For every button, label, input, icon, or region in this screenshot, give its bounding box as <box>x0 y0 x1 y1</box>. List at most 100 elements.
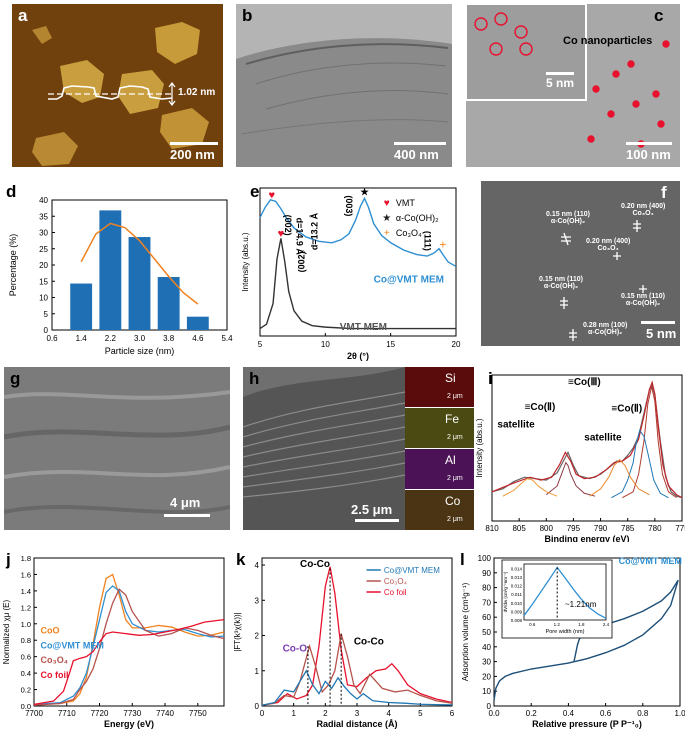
annotation-coco-mid: Co-Co <box>354 636 384 647</box>
bar <box>128 237 151 330</box>
x-tick-label: 795 <box>567 524 581 533</box>
legend-marker: ♥ <box>384 198 390 209</box>
panel-i-xps: i 810 805 800 795 790 785 780 775 ≡Co(Ⅲ) ≡Co(Ⅱ) ≡C… <box>474 367 685 542</box>
y-tick-label: 1.2 <box>21 603 31 612</box>
chart-d: 0 5 10 15 20 25 30 35 40 0.6 1.4 2.2 3.0 3.8 4.6 5.4 Par… <box>8 196 233 356</box>
inset-scale-bar-c <box>546 72 574 75</box>
x-tick-label: 0.6 <box>600 709 612 718</box>
eds-label-fe: Fe <box>445 412 460 426</box>
x-tick-label: 775 <box>675 524 685 533</box>
y-tick-label: 1.0 <box>21 620 31 629</box>
series-line <box>33 619 225 705</box>
height-label: 1.02 nm <box>178 87 216 98</box>
hrtem-annotation-4: 0.15 nm (110) α-Co(OH)₂ <box>539 276 583 290</box>
y-tick-label: 70 <box>482 598 491 607</box>
hrtem-annotation-6: 0.28 nm (100) α-Co(OH)₂ <box>583 322 628 336</box>
eds-scale-si: 2 μm <box>447 393 463 400</box>
y-tick-label: 80 <box>482 584 491 593</box>
inset-y-tick-label: 0.008 <box>511 618 523 623</box>
eds-scale-al: 2 μm <box>447 475 463 482</box>
y-tick-label: 2 <box>255 632 260 641</box>
panel-label-l: l <box>460 550 465 569</box>
x-tick-label: 3 <box>355 709 360 718</box>
sem-image-h <box>243 367 474 530</box>
co-nanoparticles-label: Co nanoparticles <box>563 35 653 47</box>
x-axis-label: Relative pressure (P P⁻¹₀) <box>532 719 642 729</box>
series-line <box>33 585 225 706</box>
inset-x-tick-label: 1.8 <box>578 622 585 627</box>
nanoparticle-marker <box>514 25 528 39</box>
inset-y-tick-label: 0.012 <box>511 584 523 589</box>
nanoparticle-marker <box>627 60 635 68</box>
nanoparticle-marker <box>587 135 595 143</box>
scale-label-f: 5 nm <box>646 326 677 341</box>
series-line <box>259 196 457 268</box>
inset-y-tick-label: 0.013 <box>511 575 523 580</box>
y-tick-label: 50 <box>482 628 491 637</box>
afm-image <box>12 4 223 167</box>
inset-y-tick-label: 0.014 <box>511 566 523 571</box>
annotation-co2b: ≡Co(Ⅱ) <box>611 404 642 415</box>
eds-label-al: Al <box>445 453 456 467</box>
annotation-d1: d=14.9 Å <box>295 218 305 256</box>
x-tick-label: 7730 <box>123 709 141 718</box>
x-axis-label: Binding energy (eV) <box>544 534 629 542</box>
x-tick-label: 20 <box>452 340 461 349</box>
legend-label: Co@VMT MEM <box>384 566 440 575</box>
nanoparticle-marker <box>474 17 488 31</box>
x-tick-label: 3.0 <box>134 334 146 343</box>
panel-k-exafs: k 0 1 2 3 4 0 1 2 3 4 5 6 Co@VMT MEM Co₃O₄ Co foil Co-C… <box>230 548 458 732</box>
annotation-002a: (002) <box>283 215 293 236</box>
nanoparticle-marker <box>607 110 615 118</box>
panel-f-hrtem: f 0.15 nm (110) α-Co(OH)₂ 0.20 nm (400) Co… <box>481 181 680 346</box>
y-axis-label: Percentage (%) <box>8 234 18 297</box>
panel-label-e: e <box>250 182 260 201</box>
nanoparticle-markers <box>474 12 670 148</box>
x-tick-label: 0.8 <box>637 709 649 718</box>
scale-bar-g <box>164 514 210 517</box>
panel-label-d: d <box>6 182 17 201</box>
x-tick-label: 790 <box>594 524 608 533</box>
scale-label-c: 100 nm <box>626 147 671 162</box>
nanoparticle-marker <box>489 42 503 56</box>
series-line <box>502 478 558 497</box>
annotation-002b: (002) <box>296 251 306 272</box>
x-tick-label: 5 <box>258 340 263 349</box>
panel-label-i: i <box>488 369 493 388</box>
y-tick-label: 90 <box>482 569 491 578</box>
series-line <box>622 386 677 499</box>
x-tick-label: 0 <box>260 709 265 718</box>
panel-j-xanes: j 0.0 0.2 0.4 0.6 0.8 1.0 1.2 1.4 1.6 1.8 7700 7710… <box>0 548 230 732</box>
y-tick-label: 0.6 <box>21 653 31 662</box>
x-tick-label: 805 <box>512 524 526 533</box>
co-oh-marker: ★ <box>360 186 370 198</box>
y-tick-label: 40 <box>482 643 491 652</box>
legend-label: CoO <box>41 626 60 636</box>
hrtem-annotation-5: 0.15 nm (110) α-Co(OH)₂ <box>621 293 665 307</box>
y-axis-label: |FT(k³χ(k))| <box>233 612 242 651</box>
panel-g-sem: g 4 μm <box>4 367 230 530</box>
series-line <box>261 566 453 706</box>
bar <box>70 283 93 330</box>
inset-scale-label-c: 5 nm <box>546 76 575 90</box>
panel-label-a: a <box>18 6 28 25</box>
y-tick-label: 1.8 <box>21 554 31 563</box>
annotation-sat2: satellite <box>497 420 535 431</box>
y-tick-label: 1.6 <box>21 570 31 579</box>
x-tick-label: 5 <box>418 709 423 718</box>
series-line <box>493 580 679 701</box>
y-tick-label: 0 <box>255 702 260 711</box>
eds-scale-co: 2 μm <box>447 516 463 523</box>
chart-k-frame <box>261 557 453 707</box>
y-tick-label: 100 <box>478 554 492 563</box>
x-tick-label: 1.0 <box>674 709 685 718</box>
x-tick-label: 1.4 <box>76 334 88 343</box>
y-axis-label: Intensity (abs.u.) <box>241 232 250 291</box>
x-tick-label: 7710 <box>58 709 76 718</box>
series-line <box>261 669 453 706</box>
series-line <box>33 573 225 706</box>
x-tick-label: 3.8 <box>163 334 175 343</box>
scale-bar-b <box>394 142 446 145</box>
y-tick-label: 3 <box>255 596 260 605</box>
inset-y-label: dV/dw (cm³g⁻¹nm⁻¹) <box>503 571 508 612</box>
